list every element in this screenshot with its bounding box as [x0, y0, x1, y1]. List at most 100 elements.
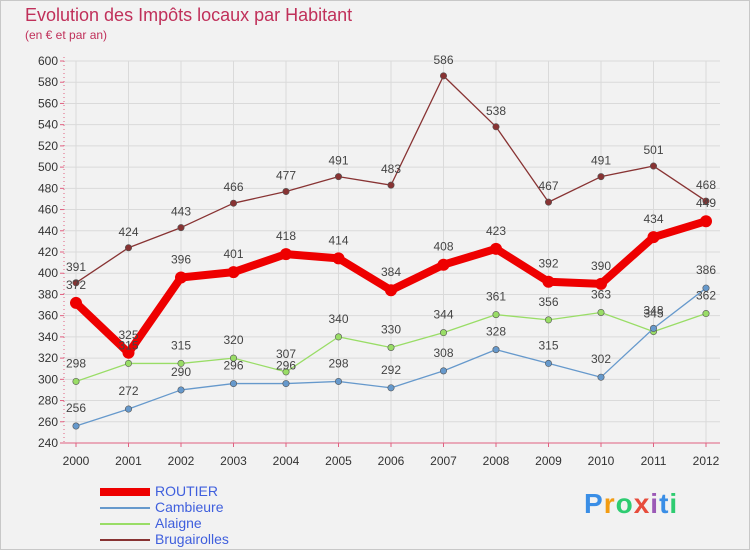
data-label-cambieure: 298: [328, 356, 348, 370]
data-point-brugairolles: [334, 173, 342, 181]
data-label-alaigne: 363: [591, 287, 611, 301]
data-point-alaigne: [125, 359, 133, 367]
data-point-routier: [437, 258, 450, 271]
data-point-brugairolles: [282, 188, 290, 196]
data-label-brugairolles: 424: [118, 225, 138, 239]
data-label-alaigne: 345: [643, 307, 663, 321]
data-point-alaigne: [230, 354, 238, 362]
data-label-cambieure: 328: [486, 325, 506, 339]
data-label-brugairolles: 491: [591, 154, 611, 168]
y-tick-label: 240: [38, 436, 58, 450]
y-tick-label: 540: [38, 118, 58, 132]
x-tick-label: 2012: [693, 454, 720, 468]
data-label-brugairolles: 391: [66, 260, 86, 274]
data-point-brugairolles: [702, 197, 710, 205]
x-tick-label: 2011: [641, 454, 667, 468]
data-label-cambieure: 308: [433, 346, 453, 360]
data-label-brugairolles: 477: [276, 169, 296, 183]
data-label-routier: 408: [433, 240, 453, 254]
data-point-brugairolles: [544, 198, 552, 206]
chart-title: Evolution des Impôts locaux par Habitant: [25, 5, 353, 25]
logo-letter: P: [584, 488, 604, 519]
data-point-cambieure: [334, 377, 342, 385]
y-tick-label: 320: [38, 351, 58, 365]
data-label-cambieure: 348: [643, 303, 663, 317]
data-label-cambieure: 290: [171, 365, 191, 379]
y-tick-label: 340: [38, 330, 58, 344]
legend-swatch-brugairolles: [100, 539, 150, 541]
logo-letter: x: [633, 488, 651, 519]
data-point-brugairolles: [72, 279, 80, 287]
legend-label-cambieure: Cambieure: [155, 499, 224, 515]
y-tick-label: 480: [38, 181, 58, 195]
data-label-alaigne: 315: [171, 338, 191, 352]
data-label-brugairolles: 491: [328, 154, 348, 168]
y-tick-label: 300: [38, 372, 58, 386]
logo-letter: i: [650, 488, 660, 519]
data-point-brugairolles: [177, 224, 185, 232]
data-point-routier: [280, 248, 292, 261]
data-point-cambieure: [177, 386, 185, 394]
data-label-routier: 449: [696, 196, 716, 210]
x-tick-label: 2008: [483, 454, 510, 468]
data-label-alaigne: 315: [118, 338, 138, 352]
legend-swatch-alaigne: [100, 523, 150, 525]
y-tick-label: 560: [38, 96, 58, 110]
data-point-alaigne: [177, 359, 185, 367]
data-point-routier: [175, 271, 187, 284]
data-label-routier: 384: [381, 265, 401, 279]
data-label-alaigne: 340: [328, 312, 348, 326]
logo-letter: o: [615, 488, 634, 519]
data-label-routier: 372: [66, 278, 86, 292]
data-label-cambieure: 302: [591, 352, 611, 366]
data-label-brugairolles: 483: [381, 162, 401, 176]
data-point-routier: [542, 275, 555, 288]
data-point-brugairolles: [230, 199, 238, 207]
logo-letter: t: [659, 488, 670, 519]
y-tick-label: 260: [38, 415, 58, 429]
legend-swatch-routier: [100, 488, 150, 496]
data-point-brugairolles: [597, 173, 605, 181]
data-point-routier: [595, 277, 607, 290]
data-point-routier: [70, 296, 82, 309]
x-tick-label: 2007: [430, 454, 457, 468]
data-point-brugairolles: [125, 244, 133, 252]
data-label-alaigne: 356: [538, 295, 558, 309]
logo-letter: i: [669, 488, 679, 519]
data-point-cambieure: [72, 422, 80, 430]
data-label-routier: 418: [276, 229, 296, 243]
data-label-alaigne: 307: [276, 347, 296, 361]
x-tick-label: 2006: [378, 454, 405, 468]
data-point-alaigne: [597, 308, 605, 316]
data-point-alaigne: [492, 311, 500, 319]
data-point-alaigne: [439, 329, 447, 337]
data-label-cambieure: 315: [538, 338, 558, 352]
data-point-cambieure: [439, 367, 447, 375]
data-label-cambieure: 296: [276, 359, 296, 373]
data-point-routier: [227, 266, 240, 279]
data-label-cambieure: 386: [696, 263, 716, 277]
data-point-routier: [385, 284, 397, 297]
data-point-cambieure: [544, 359, 552, 367]
data-label-routier: 396: [171, 252, 191, 266]
data-point-cambieure: [597, 373, 605, 381]
data-label-alaigne: 330: [381, 323, 401, 337]
y-tick-label: 460: [38, 203, 58, 217]
data-point-cambieure: [125, 405, 133, 413]
data-point-brugairolles: [387, 181, 395, 189]
data-label-routier: 414: [328, 233, 348, 247]
data-label-brugairolles: 586: [433, 53, 453, 67]
data-label-routier: 434: [643, 212, 663, 226]
data-label-alaigne: 344: [433, 308, 453, 322]
data-label-brugairolles: 443: [171, 205, 191, 219]
data-label-brugairolles: 467: [538, 179, 558, 193]
data-point-cambieure: [649, 324, 657, 332]
y-tick-label: 420: [38, 245, 58, 259]
data-point-cambieure: [282, 380, 290, 388]
x-tick-label: 2002: [168, 454, 195, 468]
data-label-alaigne: 298: [66, 356, 86, 370]
data-label-routier: 390: [591, 259, 611, 273]
x-tick-label: 2005: [325, 454, 352, 468]
x-tick-label: 2001: [115, 454, 142, 468]
data-label-cambieure: 272: [118, 384, 138, 398]
